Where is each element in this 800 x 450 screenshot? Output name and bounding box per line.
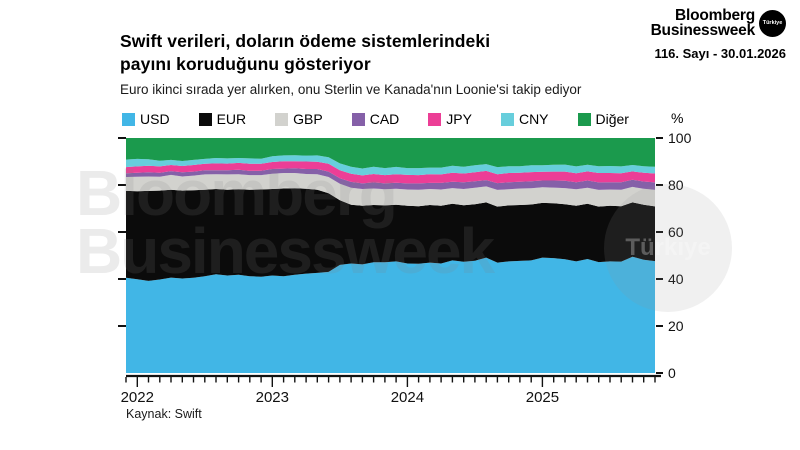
legend-label: CAD xyxy=(369,111,400,127)
area-CAD xyxy=(126,168,655,190)
source-note: Kaynak: Swift xyxy=(126,407,202,421)
y-tick-mark xyxy=(656,325,663,327)
y-tick-mark xyxy=(118,231,126,233)
legend-swatch-icon xyxy=(428,112,442,126)
legend-item-GBP: GBP xyxy=(275,111,323,127)
y-tick-label-100: 100 xyxy=(668,130,692,146)
area-JPY xyxy=(126,161,655,184)
y-tick-label-60: 60 xyxy=(668,224,684,240)
x-tick-label-2025: 2025 xyxy=(525,389,560,406)
y-tick-mark xyxy=(118,278,126,280)
y-tick-mark xyxy=(656,184,663,186)
y-tick-mark xyxy=(118,184,126,186)
legend-label: GBP xyxy=(293,111,323,127)
stacked-area-chart xyxy=(126,138,655,373)
legend-swatch-icon xyxy=(122,112,135,126)
chart-legend: USD EUR GBP CAD JPY CNY Diğer xyxy=(122,111,629,127)
legend-item-CAD: CAD xyxy=(351,111,400,127)
y-tick-mark xyxy=(118,137,126,139)
brand-logo: Bloomberg Businessweek Türkiye xyxy=(630,8,786,38)
area-GBP xyxy=(126,173,655,207)
page-title: Swift verileri, doların ödeme sistemleri… xyxy=(120,31,491,74)
x-tick-label-2024: 2024 xyxy=(390,389,425,406)
brand-badge-icon: Türkiye xyxy=(759,9,786,37)
y-axis-unit-label: % xyxy=(671,110,684,126)
legend-label: CNY xyxy=(518,111,549,127)
legend-label: Diğer xyxy=(595,111,629,127)
chart-areas xyxy=(126,138,655,373)
legend-swatch-icon xyxy=(275,112,289,126)
legend-item-USD: USD xyxy=(122,111,170,127)
legend-label: JPY xyxy=(446,111,472,127)
y-tick-label-20: 20 xyxy=(668,318,684,334)
area-CNY xyxy=(126,155,655,176)
area-EUR xyxy=(126,188,655,281)
y-tick-mark xyxy=(656,231,663,233)
brand-wordmark: Bloomberg Businessweek xyxy=(650,7,756,39)
x-axis xyxy=(125,374,661,387)
issue-date: 116. Sayı - 30.01.2026 xyxy=(654,46,786,61)
legend-label: USD xyxy=(140,111,170,127)
legend-swatch-icon xyxy=(500,112,514,126)
y-tick-mark xyxy=(118,325,126,327)
legend-swatch-icon xyxy=(198,112,212,126)
y-tick-label-80: 80 xyxy=(668,177,684,193)
y-tick-label-0: 0 xyxy=(668,365,676,381)
legend-label: EUR xyxy=(216,111,247,127)
area-Diğer xyxy=(126,138,655,169)
y-tick-mark xyxy=(656,278,663,280)
x-tick-label-2022: 2022 xyxy=(120,389,154,406)
legend-swatch-icon xyxy=(577,112,591,126)
page-subtitle: Euro ikinci sırada yer alırken, onu Ster… xyxy=(120,82,582,97)
y-tick-mark xyxy=(656,372,663,374)
y-tick-label-40: 40 xyxy=(668,271,684,287)
legend-item-EUR: EUR xyxy=(198,111,247,127)
area-USD xyxy=(126,256,655,373)
x-tick-label-2023: 2023 xyxy=(255,389,289,406)
y-tick-mark xyxy=(656,137,663,139)
legend-swatch-icon xyxy=(351,112,365,126)
legend-item-CNY: CNY xyxy=(500,111,549,127)
legend-item-JPY: JPY xyxy=(428,111,472,127)
legend-item-Diğer: Diğer xyxy=(577,111,629,127)
